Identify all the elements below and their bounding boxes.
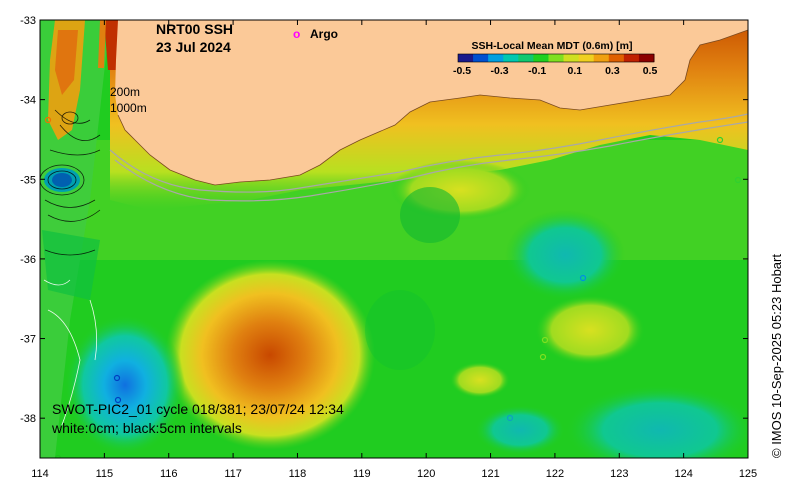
teal-eddy-southeast [565, 385, 748, 458]
colorbar-tick-label: 0.1 [567, 65, 582, 77]
colorbar-ticks: -0.5 -0.3 -0.1 0.1 0.3 0.5 [453, 65, 657, 77]
x-tick-label: 124 [674, 468, 692, 480]
x-tick-label: 125 [739, 468, 757, 480]
y-tick-label: -34 [20, 95, 36, 107]
colorbar-swatch [563, 54, 580, 62]
x-tick-label: 117 [224, 468, 242, 480]
land-coast-outline [117, 29, 748, 186]
argo-marker [54, 454, 62, 458]
colorbar-swatch [608, 54, 625, 62]
argo-markers [44, 116, 742, 458]
map-plot-area: NRT00 SSH 23 Jul 2024 o Argo 200m 1000m … [40, 20, 748, 458]
colorbar-swatch [488, 54, 504, 62]
colorbar: SSH-Local Mean MDT (0.6m) [m] -0.5 -0.3 -0… [453, 40, 657, 77]
colorbar-tick-label: -0.5 [453, 65, 471, 77]
argo-marker [506, 414, 514, 422]
colorbar-swatches [457, 53, 655, 63]
isobath-lines [109, 113, 748, 202]
x-tick-label: 118 [289, 468, 307, 480]
x-tick-label: 114 [31, 468, 49, 480]
colorbar-swatch [548, 54, 565, 62]
y-tick-label: -38 [20, 413, 36, 425]
yellow-blob-east [535, 295, 645, 365]
colorbar-swatch [638, 54, 655, 62]
y-tick-label: -37 [20, 334, 36, 346]
argo-marker [113, 374, 121, 382]
x-tick-label: 123 [610, 468, 628, 480]
argo-marker [579, 274, 587, 282]
teal-eddy-south [475, 405, 565, 455]
green-patch-1 [400, 187, 460, 243]
colorbar-title: SSH-Local Mean MDT (0.6m) [m] [471, 40, 632, 52]
colorbar-tick-label: 0.3 [605, 65, 620, 77]
title-line1: NRT00 SSH [156, 21, 233, 37]
colorbar-swatch [623, 54, 640, 62]
imos-credit: © IMOS 10-Sep-2025 05:23 Hobart [769, 254, 784, 458]
colorbar-swatch [533, 54, 549, 62]
argo-marker [114, 396, 122, 404]
argo-legend-marker: o [293, 27, 300, 41]
swath-info-line2: white:0cm; black:5cm intervals [51, 420, 242, 436]
x-tick-label: 122 [546, 468, 564, 480]
colorbar-tick-label: -0.1 [528, 65, 546, 77]
colorbar-swatch [578, 54, 595, 62]
title-line2: 23 Jul 2024 [156, 39, 231, 55]
warm-eddy [165, 260, 375, 450]
swath-info-line1: SWOT-PIC2_01 cycle 018/381; 23/07/24 12:… [52, 401, 344, 417]
y-tick-label: -36 [20, 254, 36, 266]
contour-1000m-label: 1000m [110, 101, 147, 115]
argo-marker [44, 116, 52, 124]
contour-200m-label: 200m [110, 85, 140, 99]
yellow-blob-south [450, 362, 510, 398]
colorbar-swatch [503, 54, 519, 62]
colorbar-swatch [593, 54, 610, 62]
argo-marker [716, 136, 724, 144]
y-tick-label: -35 [20, 174, 36, 186]
colorbar-swatch [518, 54, 534, 62]
x-tick-label: 116 [160, 468, 178, 480]
argo-marker [734, 176, 742, 184]
colorbar-tick-label: 0.5 [643, 65, 658, 77]
swot-swath [40, 20, 126, 458]
argo-legend-label: Argo [310, 27, 338, 41]
argo-marker [539, 353, 547, 361]
colorbar-outline [457, 53, 655, 63]
x-tick-label: 119 [353, 468, 371, 480]
cold-eddy [65, 315, 185, 455]
argo-marker [541, 336, 549, 344]
y-tick-label: -33 [20, 15, 36, 27]
teal-eddy-east [505, 210, 625, 300]
x-axis: 114 115 116 117 118 119 120 121 122 123 124 125 [31, 20, 757, 480]
green-patch-2 [365, 290, 435, 370]
x-tick-label: 121 [481, 468, 499, 480]
colorbar-swatch [458, 54, 474, 62]
x-tick-label: 120 [417, 468, 435, 480]
y-axis: -33 -34 -35 -36 -37 -38 [20, 15, 748, 425]
plot-frame [39, 19, 749, 459]
colorbar-tick-label: -0.3 [491, 65, 509, 77]
x-tick-label: 115 [96, 468, 114, 480]
colorbar-swatch [473, 54, 489, 62]
